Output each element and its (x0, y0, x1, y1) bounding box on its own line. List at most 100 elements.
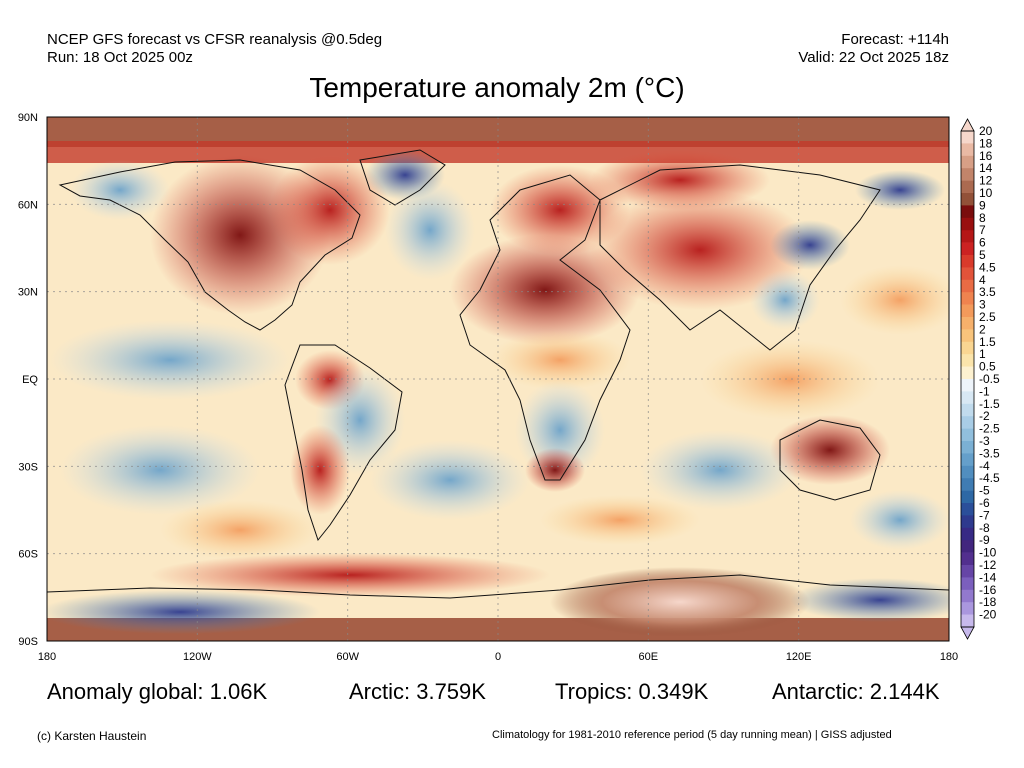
colorbar-label: 8 (979, 211, 986, 225)
longitude-labels: 180 120W 60W 0 60E 120E 180 (38, 651, 958, 663)
colorbar-label: -9 (979, 533, 990, 547)
lon-label: 180 (38, 651, 56, 663)
anomaly-antarctic: Antarctic: 2.144K (772, 679, 940, 704)
map-frame (46, 116, 950, 642)
greenland-outline (359, 149, 446, 206)
colorbar-frame (960, 130, 975, 628)
graticule (47, 117, 949, 641)
colorbar-swatch (961, 180, 974, 194)
colorbar-swatch (961, 242, 974, 256)
colorbar-label: -10 (979, 546, 997, 560)
colorbar-label: 20 (979, 124, 993, 138)
lon-label: 0 (495, 651, 501, 663)
europe-africa-outline (459, 174, 631, 481)
colorbar-swatch (961, 453, 974, 467)
colorbar-label: 3.5 (979, 285, 996, 299)
south-america-outline (284, 344, 403, 542)
colorbar-label: -7 (979, 508, 990, 522)
colorbar-swatch (961, 614, 974, 628)
colorbar-swatch (961, 552, 974, 566)
lon-label: 120W (183, 651, 212, 663)
lon-label: 180 (940, 651, 958, 663)
colorbar-label: 12 (979, 174, 993, 188)
colorbar-label: 5 (979, 248, 986, 262)
colorbar-swatch (961, 416, 974, 429)
colorbar-swatch (961, 292, 974, 305)
colorbar-label: -16 (979, 583, 997, 597)
colorbar-label: -0.5 (979, 372, 1000, 386)
colorbar-label: -8 (979, 521, 990, 535)
antarctica-outline (47, 574, 949, 599)
colorbar-swatch (961, 155, 974, 169)
lat-label: 90N (18, 112, 38, 124)
colorbar-label: 2.5 (979, 310, 996, 324)
climatology-note: Climatology for 1981-2010 reference peri… (492, 729, 892, 741)
asia-outline (599, 164, 881, 351)
colorbar-swatch (961, 279, 974, 293)
copyright: (c) Karsten Haustein (37, 729, 147, 743)
colorbar-label: 1.5 (979, 335, 996, 349)
colorbar-swatch (961, 205, 974, 219)
colorbar-swatch (961, 379, 974, 392)
forecast-hour: Forecast: +114h (841, 31, 949, 48)
anomaly-global: Anomaly global: 1.06K (47, 679, 268, 704)
colorbar-label: -4.5 (979, 471, 1000, 485)
colorbar-swatch (961, 168, 974, 181)
colorbar-label: 9 (979, 198, 986, 212)
colorbar-label: -1 (979, 384, 990, 398)
colorbar-label: 7 (979, 223, 986, 237)
colorbar-swatch (961, 193, 974, 206)
colorbar-swatch (961, 540, 974, 553)
colorbar-label: -14 (979, 570, 997, 584)
colorbar-swatch (961, 304, 974, 318)
colorbar-swatch (961, 515, 974, 529)
colorbar-max-arrow (960, 118, 975, 132)
map-title: Temperature anomaly 2m (°C) (309, 72, 685, 103)
colorbar-swatch (961, 465, 974, 479)
colorbar-label: -3 (979, 434, 990, 448)
lon-label: 120E (786, 651, 812, 663)
colorbar-swatch (961, 131, 974, 144)
colorbar-label: -3.5 (979, 446, 1000, 460)
model-description: NCEP GFS forecast vs CFSR reanalysis @0.… (47, 31, 383, 48)
colorbar-label: 14 (979, 161, 993, 175)
colorbar-label: -1.5 (979, 397, 1000, 411)
north-america-outline (58, 159, 361, 331)
colorbar-label: 4.5 (979, 260, 996, 274)
latitude-labels: 90N 60N 30N EQ 30S 60S 90S (18, 112, 39, 648)
colorbar-label: -5 (979, 484, 990, 498)
colorbar-swatch (961, 267, 974, 281)
colorbar-swatch (961, 354, 974, 367)
colorbar-label: -20 (979, 608, 997, 622)
colorbar-swatch (961, 317, 974, 330)
colorbar-swatch (961, 428, 974, 442)
colorbar-label: 1 (979, 347, 986, 361)
colorbar-swatch (961, 403, 974, 417)
colorbar-label: 16 (979, 149, 993, 163)
colorbar-swatch (961, 565, 974, 578)
lat-label: 30N (18, 287, 38, 299)
colorbar-label: -18 (979, 595, 997, 609)
colorbar-label: -2 (979, 409, 990, 423)
colorbar-label: -6 (979, 496, 990, 510)
colorbar-swatch (961, 230, 974, 243)
anomaly-tropics: Tropics: 0.349K (555, 679, 709, 704)
colorbar-swatch (961, 341, 974, 355)
run-time: Run: 18 Oct 2025 00z (47, 49, 193, 66)
lon-label: 60E (639, 651, 659, 663)
colorbar-label: 0.5 (979, 360, 996, 374)
colorbar-label: 18 (979, 136, 993, 150)
colorbar-label: -2.5 (979, 422, 1000, 436)
lat-label: 60S (18, 549, 38, 561)
colorbar-swatch (961, 143, 974, 157)
colorbar-swatch (961, 503, 974, 516)
colorbar-label: 10 (979, 186, 993, 200)
colorbar-swatch (961, 217, 974, 231)
colorbar-swatch (961, 527, 974, 541)
lat-label: 90S (18, 636, 38, 648)
colorbar-swatch (961, 602, 974, 615)
colorbar-swatch (961, 391, 974, 405)
colorbar-swatch (961, 329, 974, 343)
colorbar: 201816141210987654.543.532.521.510.5-0.5… (960, 118, 1000, 640)
colorbar-label: 3 (979, 298, 986, 312)
